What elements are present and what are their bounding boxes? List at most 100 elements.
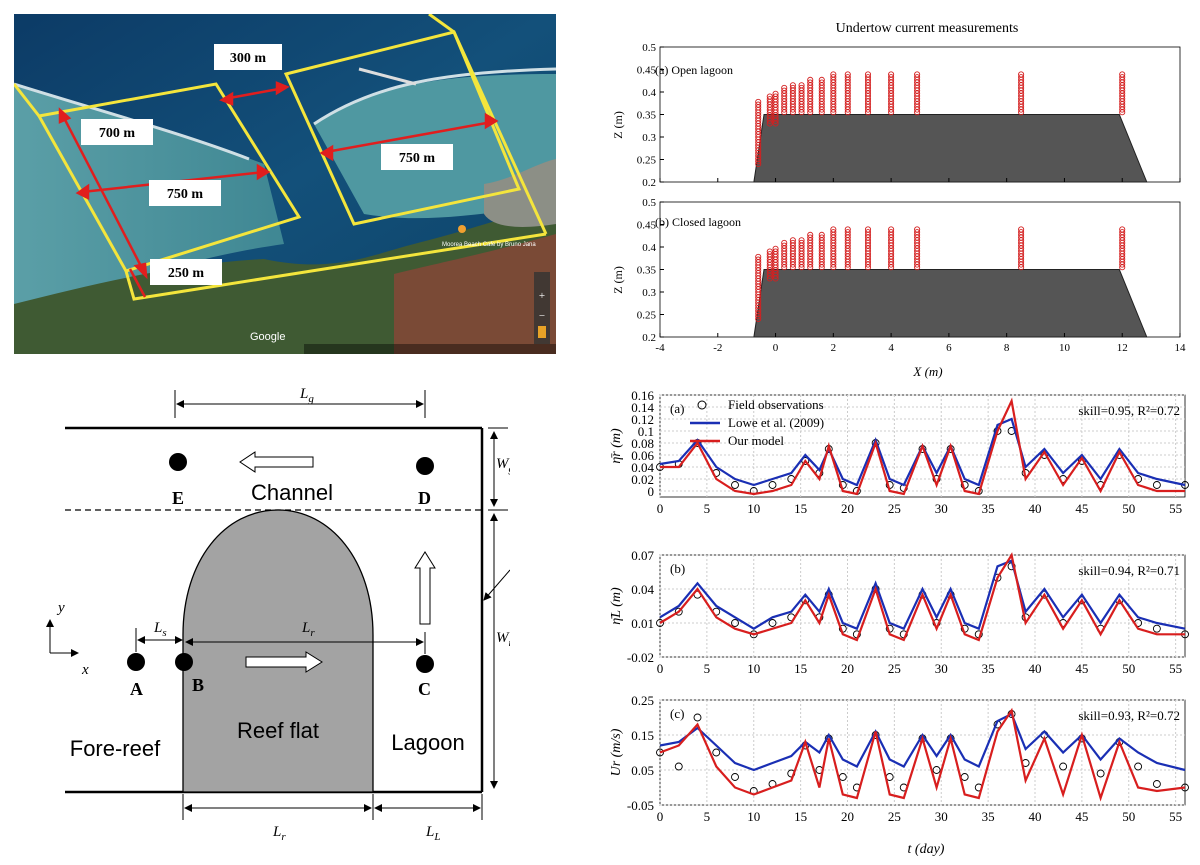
velocity-sample-point xyxy=(888,74,895,81)
velocity-sample-point xyxy=(818,234,825,241)
map-footer-bar xyxy=(304,344,556,354)
label-300m: 300 m xyxy=(230,51,267,66)
label-750m-left: 750 m xyxy=(167,187,204,202)
velocity-sample-point xyxy=(864,71,872,78)
velocity-sample-point xyxy=(755,256,762,263)
velocity-sample-point xyxy=(830,226,837,233)
point-c-marker xyxy=(416,655,434,673)
time-series-figure: 0 5 10 15 20 25 30 35 40 45 50 55 0 0.02 0.04 0.06 0.08 0… xyxy=(600,385,1195,860)
velocity-sample-point xyxy=(807,76,814,83)
google-logo: Google xyxy=(250,331,285,343)
xtick-label: 20 xyxy=(841,661,854,676)
xtick-label: 50 xyxy=(1122,809,1135,824)
xtick-label: 40 xyxy=(1029,661,1042,676)
ytick-label: -0.05 xyxy=(627,798,654,813)
velocity-sample-point xyxy=(844,226,851,233)
satellite-image: 300 m 700 m 750 m 750 m 250 m Google Moo… xyxy=(12,12,557,354)
xtick-label: 35 xyxy=(982,661,995,676)
velocity-sample-point xyxy=(807,231,814,238)
x-axis-label: x xyxy=(81,662,89,678)
xtick-label: 50 xyxy=(1122,661,1135,676)
left-domain-box xyxy=(36,82,302,273)
stat-label: skill=0.93, R²=0.72 xyxy=(1078,708,1180,723)
reef-cross-section xyxy=(753,269,1148,338)
velocity-sample-point xyxy=(1119,226,1126,233)
ytick-label: 0.45 xyxy=(637,65,657,77)
ytick-label: 0.3 xyxy=(642,287,656,299)
ytick-label: -0.02 xyxy=(627,650,654,665)
observation-point xyxy=(656,619,664,627)
velocity-sample-point xyxy=(789,82,796,89)
point-labels: E D A B C xyxy=(130,488,431,699)
ytick-label: 0.16 xyxy=(631,388,654,403)
lg-label: Lg xyxy=(299,386,314,405)
ytick-label: 0.25 xyxy=(637,155,657,167)
ytick-label: 0.06 xyxy=(631,448,654,463)
ytick-label: 0.04 xyxy=(631,582,654,597)
velocity-sample-point xyxy=(1119,229,1126,236)
undertow-figure: Undertow current measurements 0.2 0.25 0.3… xyxy=(600,10,1195,380)
velocity-sample-point xyxy=(766,96,773,103)
ts-panel-a: 0 5 10 15 20 25 30 35 40 45 50 5500.020.040.060.080… xyxy=(609,388,1189,516)
velocity-sample-point xyxy=(781,239,788,246)
velocity-sample-point xyxy=(864,226,872,233)
undertow-panel-b: 0.2 0.25 0.3 0.35 0.4 0.45 0.5 -4 -2 0 2 4 6 8 10 12 14 xyxy=(637,197,1186,354)
ls-label: Ls xyxy=(153,620,167,639)
observation-point xyxy=(838,773,847,781)
zoom-out-icon[interactable]: − xyxy=(539,310,545,322)
xtick-label: 25 xyxy=(888,809,901,824)
velocity-sample-point xyxy=(818,76,825,83)
reef-schematic: Lg Wg Wr E D A B C Ls Lr Channel Reef fl… xyxy=(10,380,515,850)
xtick-label: 30 xyxy=(935,501,948,516)
velocity-sample-point xyxy=(798,239,805,246)
ytick-label: 0.15 xyxy=(631,728,654,743)
point-e-marker xyxy=(169,453,187,471)
velocity-sample-point xyxy=(1018,71,1025,78)
observation-point xyxy=(674,762,683,771)
observation-point xyxy=(656,748,664,757)
observation-point xyxy=(1152,481,1161,489)
legend-label: Our model xyxy=(728,433,784,448)
domain-edge-right xyxy=(428,12,548,235)
pegman-icon[interactable] xyxy=(538,326,546,338)
ytick-label: 0.04 xyxy=(631,460,654,475)
xtick-label: 20 xyxy=(841,501,854,516)
ytick-label: 0.1 xyxy=(638,424,654,439)
lowe-series-line xyxy=(659,559,1186,631)
legend-symbol xyxy=(697,400,707,410)
velocity-sample-point xyxy=(830,71,837,78)
velocity-sample-point xyxy=(830,229,837,236)
xtick-label: 6 xyxy=(946,342,952,354)
panel-label: (a) xyxy=(670,401,684,416)
velocity-sample-point xyxy=(755,98,762,105)
wg-label: Wg xyxy=(496,456,510,475)
xtick-label: 30 xyxy=(935,809,948,824)
xtick-label: 55 xyxy=(1169,809,1182,824)
xtick-label: 15 xyxy=(794,809,807,824)
velocity-sample-point xyxy=(888,229,895,236)
zoom-in-icon[interactable]: + xyxy=(539,290,545,302)
velocity-sample-point xyxy=(766,248,773,255)
ts-ylabel: Ur (m/s) xyxy=(609,728,624,776)
satellite-labels: 300 m 700 m 750 m 750 m 250 m xyxy=(81,44,453,285)
xtick-label: 55 xyxy=(1169,661,1182,676)
observation-point xyxy=(693,713,702,722)
ts-panel-c: 0 5 10 15 20 25 30 35 40 45 50 55 -0.05 0.05 0.15 0.25 U… xyxy=(609,693,1189,824)
legend-label: Lowe et al. (2009) xyxy=(728,415,824,430)
xtick-label: 2 xyxy=(831,342,837,354)
land-hill xyxy=(394,234,556,354)
ytick-label: 0.2 xyxy=(642,177,656,189)
velocity-sample-point xyxy=(1018,229,1025,236)
velocity-sample-point xyxy=(789,237,796,244)
observation-point xyxy=(1134,762,1143,771)
ytick-label: 0.02 xyxy=(631,472,654,487)
undertow-panel-a: 0.2 0.25 0.3 0.35 0.4 0.45 0.5 xyxy=(637,42,1181,189)
velocity-sample-point xyxy=(766,251,773,258)
ll-label: LL xyxy=(425,824,440,843)
velocity-sample-point xyxy=(914,229,921,236)
velocity-sample-point xyxy=(1119,71,1126,78)
velocity-sample-point xyxy=(844,229,851,236)
model-series-line xyxy=(660,397,1185,496)
point-e-label: E xyxy=(172,488,184,508)
xtick-label: 5 xyxy=(704,809,711,824)
